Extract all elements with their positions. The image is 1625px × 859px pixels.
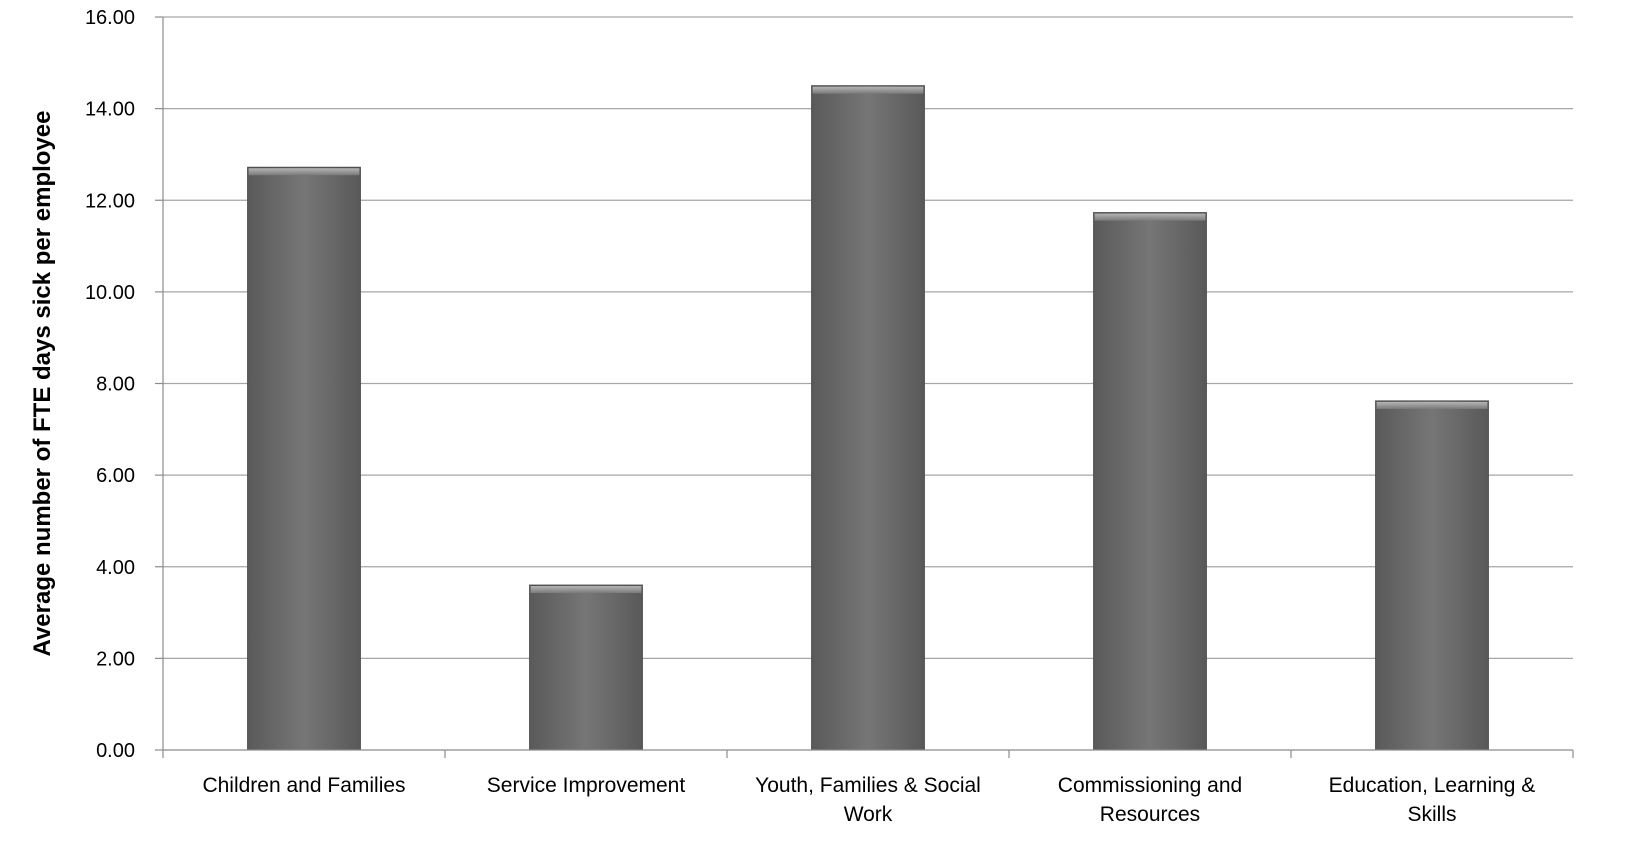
- bar-body: [1375, 400, 1489, 751]
- bar-body: [1093, 212, 1207, 751]
- y-tick-label: 6.00: [96, 465, 135, 487]
- x-category-label-line: Education, Learning &: [1329, 774, 1536, 797]
- bar-highlight: [1094, 213, 1206, 221]
- bar-highlight: [1376, 401, 1488, 409]
- x-category-label: Education, Learning & Skills: [1329, 774, 1536, 826]
- y-tick-label: 0.00: [96, 740, 135, 762]
- bar: [247, 166, 361, 751]
- y-tick-label: 12.00: [85, 190, 135, 212]
- bar-body: [811, 85, 925, 751]
- y-tick-label: 14.00: [85, 99, 135, 121]
- x-category-label: Youth, Families & Social Work: [755, 774, 981, 826]
- axes: [155, 16, 1574, 758]
- bar: [1093, 212, 1207, 751]
- x-category-label-line: Resources: [1100, 803, 1200, 826]
- bar-body: [247, 166, 361, 751]
- bar-body: [529, 584, 643, 751]
- bar-highlight: [812, 86, 924, 94]
- y-tick-label: 4.00: [96, 557, 135, 579]
- x-category-label-line: Commissioning and: [1058, 774, 1242, 797]
- y-tick-label: 8.00: [96, 374, 135, 396]
- bar-highlight: [530, 586, 642, 594]
- x-category-labels: Children and Families Service Improvement…: [202, 774, 1535, 826]
- y-tick-label: 16.00: [85, 7, 135, 29]
- x-category-label: Service Improvement: [487, 774, 686, 797]
- x-category-label-line: Skills: [1407, 803, 1456, 826]
- bar-highlight: [248, 168, 360, 176]
- x-category-label-line: Youth, Families & Social: [755, 774, 981, 797]
- bars: [247, 85, 1489, 751]
- x-category-label-line: Service Improvement: [487, 774, 686, 797]
- bar: [811, 85, 925, 751]
- y-tick-label: 10.00: [85, 282, 135, 304]
- x-category-label-line: Children and Families: [202, 774, 405, 797]
- y-tick-label: 2.00: [96, 648, 135, 670]
- y-tick-labels: 0.00 2.00 4.00 6.00 8.00 10.00 12.00 14.00 16.00: [85, 7, 135, 762]
- bar: [529, 584, 643, 751]
- x-category-label: Children and Families: [202, 774, 405, 797]
- x-category-label: Commissioning and Resources: [1058, 774, 1242, 826]
- x-category-label-line: Work: [844, 803, 893, 826]
- y-axis-title: Average number of FTE days sick per empl…: [29, 111, 56, 657]
- bar: [1375, 400, 1489, 751]
